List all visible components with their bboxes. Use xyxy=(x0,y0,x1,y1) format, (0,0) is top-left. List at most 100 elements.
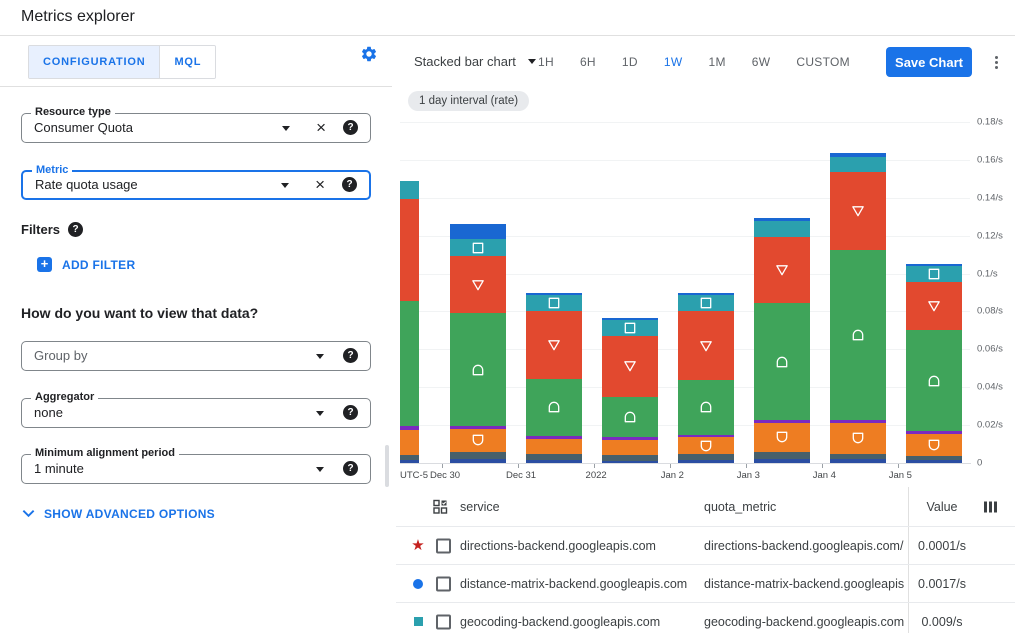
bar-segment-green[interactable] xyxy=(450,313,506,426)
bar-segment-orange[interactable] xyxy=(400,430,419,456)
panel-scrollbar[interactable] xyxy=(385,445,389,487)
help-icon[interactable]: ? xyxy=(342,177,357,192)
bar-segment-purple[interactable] xyxy=(830,420,886,424)
bar-segment-navy[interactable] xyxy=(906,460,962,463)
add-filter-button[interactable]: + ADD FILTER xyxy=(37,257,135,272)
column-header-service[interactable]: service xyxy=(460,499,500,514)
bar-segment-green[interactable] xyxy=(678,379,734,435)
bar-segment-slate[interactable] xyxy=(906,456,962,461)
help-icon[interactable]: ? xyxy=(343,120,358,135)
help-icon[interactable]: ? xyxy=(343,461,358,476)
bar-segment-orange[interactable] xyxy=(526,439,582,455)
range-button-1m[interactable]: 1M xyxy=(708,55,726,69)
row-checkbox[interactable] xyxy=(436,614,451,629)
bar-segment-orange[interactable] xyxy=(678,437,734,455)
dropdown-caret-icon[interactable] xyxy=(281,183,289,188)
tab-configuration[interactable]: CONFIGURATION xyxy=(29,46,160,78)
select-all-icon[interactable] xyxy=(433,499,448,514)
bar-segment-slate[interactable] xyxy=(678,454,734,461)
bar-segment-red[interactable] xyxy=(678,311,734,380)
bar-segment-orange[interactable] xyxy=(906,433,962,457)
bar-segment-navy[interactable] xyxy=(526,460,582,463)
bar-segment-green[interactable] xyxy=(830,249,886,421)
group-by-field[interactable]: Group by ? xyxy=(21,341,371,371)
range-button-6h[interactable]: 6H xyxy=(579,55,596,69)
bar-segment-navy[interactable] xyxy=(678,460,734,463)
bar-segment-purple[interactable] xyxy=(450,425,506,429)
bar-segment-orange[interactable] xyxy=(602,439,658,456)
bar-segment-blue[interactable] xyxy=(526,292,582,296)
bar-segment-teal[interactable] xyxy=(678,295,734,312)
bar-segment-red[interactable] xyxy=(450,256,506,314)
bar-segment-navy[interactable] xyxy=(602,460,658,463)
range-button-1w[interactable]: 1W xyxy=(663,55,683,69)
bar-segment-navy[interactable] xyxy=(450,459,506,463)
dropdown-caret-icon[interactable] xyxy=(282,126,290,131)
bar-segment-green[interactable] xyxy=(754,302,810,421)
dropdown-caret-icon[interactable] xyxy=(316,411,324,416)
bar-segment-teal[interactable] xyxy=(906,265,962,283)
bar-segment-orange[interactable] xyxy=(830,423,886,454)
settings-gear-icon[interactable] xyxy=(360,45,378,63)
dropdown-caret-icon[interactable] xyxy=(316,354,324,359)
bar-segment-red[interactable] xyxy=(400,198,419,302)
bar-segment-teal[interactable] xyxy=(450,239,506,257)
bar-segment-green[interactable] xyxy=(906,330,962,431)
bar-segment-teal[interactable] xyxy=(754,221,810,237)
clear-icon[interactable]: × xyxy=(316,118,326,137)
resource-type-field[interactable]: Resource type Consumer Quota × ? xyxy=(21,106,371,143)
bar-segment-green[interactable] xyxy=(526,378,582,436)
bar-segment-purple[interactable] xyxy=(678,434,734,438)
dropdown-caret-icon[interactable] xyxy=(316,467,324,472)
row-checkbox[interactable] xyxy=(436,538,451,553)
bar-segment-green[interactable] xyxy=(602,397,658,438)
bar-segment-slate[interactable] xyxy=(602,455,658,461)
bar-segment-red[interactable] xyxy=(602,335,658,398)
bar-segment-teal[interactable] xyxy=(830,157,886,173)
range-button-1h[interactable]: 1H xyxy=(538,55,554,69)
bar-segment-slate[interactable] xyxy=(754,451,810,460)
bar-segment-orange[interactable] xyxy=(450,428,506,452)
bar-segment-blue[interactable] xyxy=(602,317,658,320)
help-icon[interactable]: ? xyxy=(343,405,358,420)
bar-segment-red[interactable] xyxy=(830,172,886,250)
bar-segment-blue[interactable] xyxy=(830,153,886,158)
bar-segment-teal[interactable] xyxy=(526,295,582,312)
range-button-1d[interactable]: 1D xyxy=(621,55,638,69)
bar-segment-purple[interactable] xyxy=(400,426,419,431)
save-chart-button[interactable]: Save Chart xyxy=(886,47,972,77)
bar-segment-red[interactable] xyxy=(906,282,962,331)
bar-segment-teal[interactable] xyxy=(602,319,658,336)
range-button-custom[interactable]: CUSTOM xyxy=(796,55,850,69)
column-header-value[interactable]: Value xyxy=(926,499,958,514)
bar-segment-teal[interactable] xyxy=(400,180,419,199)
bar-segment-purple[interactable] xyxy=(602,437,658,440)
aggregator-field[interactable]: Aggregator none ? xyxy=(21,391,371,428)
bar-segment-purple[interactable] xyxy=(526,435,582,440)
bar-segment-blue[interactable] xyxy=(450,224,506,240)
overflow-menu-icon[interactable] xyxy=(990,53,1002,71)
bar-segment-green[interactable] xyxy=(400,301,419,427)
help-icon[interactable]: ? xyxy=(343,348,358,363)
range-button-6w[interactable]: 6W xyxy=(751,55,771,69)
tab-mql[interactable]: MQL xyxy=(159,46,216,78)
bar-segment-blue[interactable] xyxy=(754,217,810,222)
bar-segment-slate[interactable] xyxy=(526,454,582,461)
bar-segment-blue[interactable] xyxy=(678,293,734,296)
min-alignment-field[interactable]: Minimum alignment period 1 minute ? xyxy=(21,447,371,484)
bar-segment-slate[interactable] xyxy=(450,451,506,460)
bar-segment-slate[interactable] xyxy=(400,455,419,460)
row-checkbox[interactable] xyxy=(436,576,451,591)
help-icon[interactable]: ? xyxy=(68,222,84,237)
bar-segment-navy[interactable] xyxy=(830,459,886,463)
show-advanced-options-button[interactable]: SHOW ADVANCED OPTIONS xyxy=(21,506,215,521)
bar-segment-red[interactable] xyxy=(526,311,582,379)
bar-segment-purple[interactable] xyxy=(754,420,810,424)
chart-type-dropdown[interactable]: Stacked bar chart xyxy=(414,54,536,69)
bar-segment-slate[interactable] xyxy=(830,453,886,460)
bar-segment-orange[interactable] xyxy=(754,423,810,452)
bar-segment-red[interactable] xyxy=(754,236,810,303)
bar-segment-navy[interactable] xyxy=(754,459,810,463)
metric-field[interactable]: Metric Rate quota usage × ? xyxy=(21,164,371,200)
column-header-quota-metric[interactable]: quota_metric xyxy=(704,499,777,514)
